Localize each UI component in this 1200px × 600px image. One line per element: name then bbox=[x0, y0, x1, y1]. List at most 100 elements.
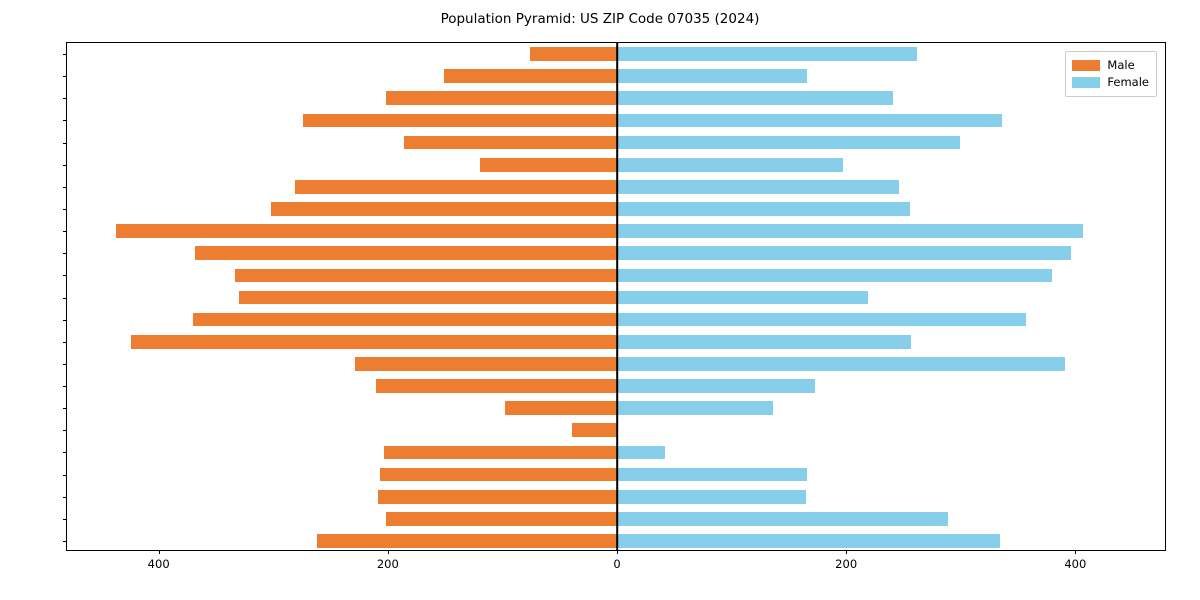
x-axis-tick bbox=[1075, 550, 1077, 554]
y-axis-tick bbox=[63, 142, 67, 144]
bar-row bbox=[67, 91, 1165, 106]
bar-row bbox=[67, 246, 1165, 261]
bar-male bbox=[238, 290, 617, 305]
bar-female bbox=[617, 334, 912, 349]
bar-female bbox=[617, 379, 816, 393]
y-axis-tick bbox=[63, 98, 67, 100]
y-axis-tick bbox=[63, 297, 67, 299]
bar-row bbox=[67, 135, 1165, 150]
y-axis-tick bbox=[63, 231, 67, 233]
x-axis-tick bbox=[617, 550, 618, 554]
bar-female bbox=[617, 445, 666, 460]
bar-female bbox=[617, 69, 808, 84]
y-axis-tick bbox=[63, 164, 67, 166]
bar-row bbox=[67, 157, 1165, 172]
bar-male bbox=[403, 135, 617, 150]
bar-female bbox=[617, 511, 949, 526]
bar-row bbox=[67, 268, 1165, 283]
legend-swatch-female-icon bbox=[1072, 77, 1101, 88]
y-axis-tick bbox=[63, 253, 67, 255]
plot-area: Male Female 85+80-8475-7970-7467-6965-66… bbox=[63, 42, 1166, 571]
bar-row bbox=[67, 357, 1165, 371]
bar-male bbox=[377, 489, 617, 504]
y-axis-tick bbox=[63, 496, 67, 498]
bar-female bbox=[617, 91, 894, 106]
x-axis-label: 0 bbox=[613, 557, 621, 571]
legend-swatch-male-icon bbox=[1072, 60, 1101, 71]
bar-male bbox=[316, 534, 617, 548]
bar-row bbox=[67, 113, 1165, 128]
y-axis-tick bbox=[63, 430, 67, 432]
bar-male bbox=[385, 511, 617, 526]
bar-row bbox=[67, 511, 1165, 526]
y-axis-tick bbox=[63, 408, 67, 410]
bar-female bbox=[617, 312, 1027, 327]
bar-female bbox=[617, 179, 899, 194]
bar-row bbox=[67, 489, 1165, 504]
chart-legend: Male Female bbox=[1065, 51, 1157, 97]
y-axis-tick bbox=[63, 341, 67, 343]
y-axis-tick bbox=[63, 452, 67, 454]
bar-male bbox=[479, 157, 617, 172]
bar-male bbox=[385, 91, 617, 106]
y-axis-tick bbox=[63, 76, 67, 78]
y-axis-tick bbox=[63, 363, 67, 365]
bar-row bbox=[67, 445, 1165, 460]
bar-male bbox=[193, 312, 617, 327]
bars-container bbox=[67, 43, 1165, 550]
bar-row bbox=[67, 423, 1165, 438]
y-axis-tick bbox=[63, 540, 67, 542]
bar-female bbox=[617, 489, 807, 504]
bar-row bbox=[67, 224, 1165, 238]
y-axis-tick bbox=[63, 319, 67, 321]
bar-row bbox=[67, 379, 1165, 393]
y-axis-tick bbox=[63, 54, 67, 56]
bar-female bbox=[617, 357, 1066, 371]
legend-item-female[interactable]: Female bbox=[1072, 74, 1149, 91]
bar-row bbox=[67, 467, 1165, 482]
bar-female bbox=[617, 467, 808, 482]
y-axis-tick bbox=[63, 186, 67, 188]
bar-female bbox=[617, 202, 911, 216]
bar-female bbox=[617, 246, 1071, 261]
bar-male bbox=[116, 224, 617, 238]
bar-row bbox=[67, 334, 1165, 349]
y-axis-tick bbox=[63, 474, 67, 476]
bar-female bbox=[617, 135, 960, 150]
x-axis-label: 200 bbox=[835, 557, 858, 571]
bar-male bbox=[572, 423, 617, 438]
bar-row bbox=[67, 179, 1165, 194]
legend-label-male: Male bbox=[1107, 57, 1135, 72]
bar-female bbox=[617, 224, 1084, 238]
bar-female bbox=[617, 113, 1002, 128]
bar-row bbox=[67, 47, 1165, 61]
bar-female bbox=[617, 47, 918, 61]
bar-row bbox=[67, 290, 1165, 305]
bar-male bbox=[384, 445, 617, 460]
legend-label-female: Female bbox=[1107, 74, 1149, 89]
bar-male bbox=[303, 113, 617, 128]
y-axis-tick bbox=[63, 120, 67, 122]
bar-row bbox=[67, 401, 1165, 415]
y-axis-tick bbox=[63, 208, 67, 210]
bar-female bbox=[617, 534, 1000, 548]
bar-male bbox=[354, 357, 617, 371]
legend-item-male[interactable]: Male bbox=[1072, 57, 1149, 74]
bar-female bbox=[617, 157, 843, 172]
zero-axis-line bbox=[616, 43, 618, 550]
bar-row bbox=[67, 534, 1165, 548]
bar-male bbox=[529, 47, 617, 61]
bar-female bbox=[617, 268, 1053, 283]
bar-male bbox=[131, 334, 617, 349]
bar-female bbox=[617, 290, 868, 305]
chart-title: Population Pyramid: US ZIP Code 07035 (2… bbox=[440, 11, 760, 27]
bar-male bbox=[504, 401, 617, 415]
y-axis-tick bbox=[63, 275, 67, 277]
bar-male bbox=[443, 69, 617, 84]
x-axis-tick bbox=[846, 550, 848, 554]
bar-male bbox=[195, 246, 617, 261]
bar-male bbox=[376, 379, 617, 393]
bar-male bbox=[379, 467, 617, 482]
x-axis-label: 400 bbox=[147, 557, 170, 571]
x-axis-label: 400 bbox=[1064, 557, 1087, 571]
